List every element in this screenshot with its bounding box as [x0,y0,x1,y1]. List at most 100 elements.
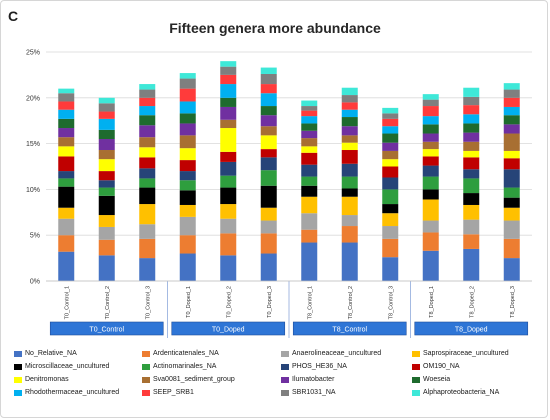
bar-segment [98,187,115,196]
legend-swatch [412,389,420,396]
bar-segment [58,186,75,208]
bar-segment [301,116,318,124]
bar-segment [503,97,520,107]
bar-segment [503,207,520,221]
bar-segment [260,73,277,85]
bar-segment [98,150,115,160]
bar-segment [260,170,277,186]
bar-segment [98,255,115,281]
bar-segment [220,187,237,205]
bar-segment [179,204,196,217]
y-tick-label: 10% [26,187,40,194]
bar-segment [58,88,75,94]
bar-segment [341,215,358,227]
y-tick-label: 15% [26,141,40,148]
bar-segment [503,83,520,90]
bar-segment [463,96,480,106]
bar-segment [382,113,399,119]
legend-label: PHOS_HE36_NA [292,363,347,370]
legend-swatch [14,350,22,357]
x-tick-label: T0_Doped_2 [226,286,232,318]
bar-segment [341,150,358,164]
bar-segment [422,165,439,177]
legend-item: Woeseia [412,376,450,383]
bar-segment [341,176,358,189]
bar-segment [220,97,237,107]
legend-label: Microscillaceae_uncultured [25,363,110,370]
bar-segment [422,116,439,125]
bar-segment [382,166,399,178]
bar-segment [382,204,399,214]
x-tick-label: T8_Control_3 [388,286,394,319]
bar-segment [463,178,480,194]
legend-label: SBR1031_NA [292,389,336,396]
bar-segment [382,118,399,127]
legend-swatch [142,363,150,370]
bar-segment [301,213,318,230]
bar-segment [98,171,115,181]
bar-segment [422,94,439,100]
bar-segment [341,117,358,127]
bar-segment [58,207,75,219]
bar-segment [382,142,399,151]
bar-segment [503,158,520,170]
bar-segment [382,257,399,281]
stacked-bar-chart: 0% 5% 10% 15% 20% 25% T0_Control_1 T0_Control_2… [26,50,532,338]
legend-swatch [14,363,22,370]
bar-segment [422,141,439,150]
legend-label: No_Relative_NA [25,350,77,357]
x-tick-label: T0_Control_3 [145,286,151,319]
legend-item: Anaerolineaceae_uncultured [281,350,381,357]
legend-swatch [14,389,22,396]
bar-segment [179,148,196,161]
bar-segment [422,199,439,221]
bar-segment [463,105,480,115]
bar-segment [139,204,156,225]
group-label-box [49,321,164,336]
bar-segment [422,232,439,251]
legend-label: OM190_NA [423,363,460,370]
legend-swatch [412,376,420,383]
bar-segment [463,157,480,170]
legend-label: Alphaproteobacteria_NA [423,389,500,396]
bar-segment [463,204,480,220]
legend-swatch [281,363,289,370]
bar-segment [422,220,439,233]
legend-swatch [281,376,289,383]
bar-segment [341,142,358,151]
bar-segment [98,195,115,216]
group-label: T0_Doped [212,327,245,334]
bar-segment [260,220,277,234]
bar-segment [58,118,75,129]
y-tick-label: 0% [30,279,40,286]
chart-title: Fifteen genera more abundance [169,20,381,36]
bar-segment [422,133,439,142]
bar-segment [301,185,318,197]
bar-segment [220,106,237,120]
bar-segment [139,84,156,90]
legend-label: Anaerolineaceae_uncultured [292,350,382,357]
legend-label: Ardenticatenales_NA [153,350,219,357]
bar-segment [422,176,439,190]
bar-segment [301,152,318,165]
bar-segment [341,109,358,118]
bar-segment [463,234,480,249]
bar-segment [422,156,439,166]
bar-segment [179,180,196,191]
x-tick-label: T0_Doped_3 [267,286,273,318]
bar-segment [98,139,115,151]
bar-segment [139,258,156,281]
bar-segment [139,238,156,259]
bar-segment [503,106,520,116]
bar-segment [260,67,277,74]
bar-segment [260,233,277,254]
bar-segment [98,180,115,188]
bar-segment [139,106,156,116]
bar-segment [139,157,156,169]
bar-segment [341,226,358,243]
bar-segment [503,187,520,198]
bar-segment [382,177,399,190]
bar-segment [220,128,237,152]
group-label-box [292,321,407,336]
legend-item: OM190_NA [412,363,460,370]
